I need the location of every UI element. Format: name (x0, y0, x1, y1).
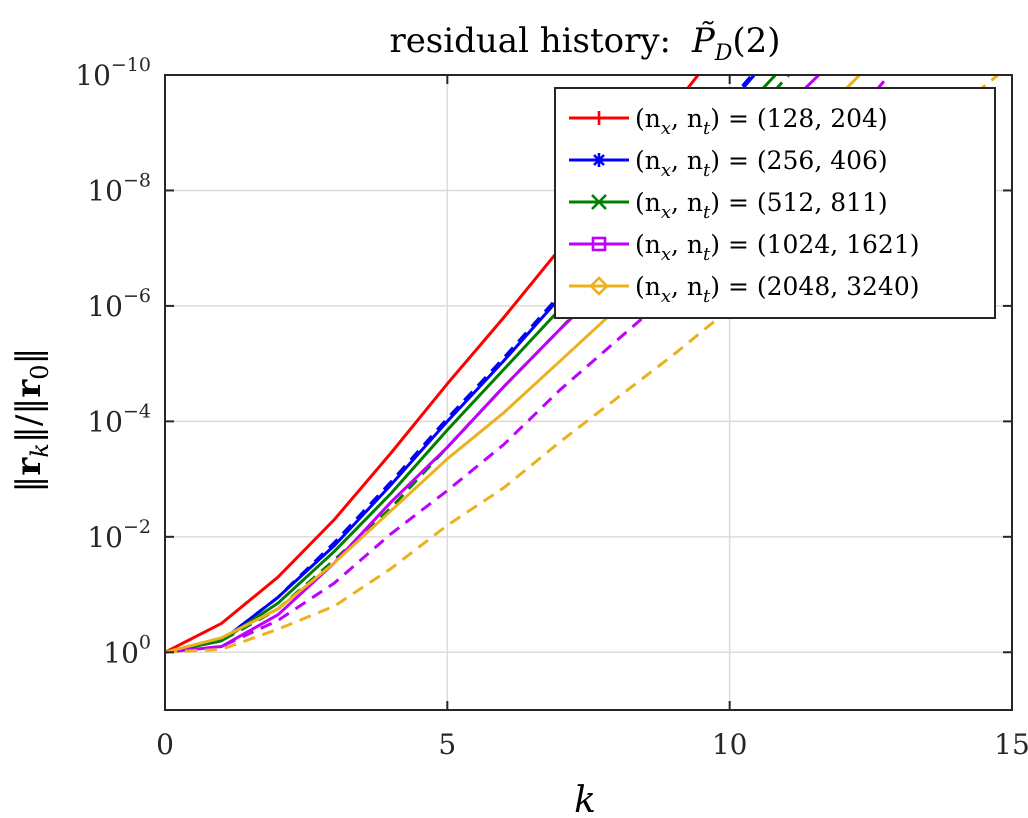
y-tick-label: 10−8 (87, 169, 151, 207)
legend-label: (nx, nt) = (512, 811) (635, 188, 888, 223)
data-point (589, 276, 609, 296)
x-tick-label: 10 (712, 728, 748, 761)
y-tick-label: 10−6 (87, 285, 151, 323)
chart-title: residual history: P̃D(2) (389, 21, 780, 66)
title-preconditioner-symbol: P̃ (691, 21, 716, 61)
legend-label: (nx, nt) = (1024, 1621) (635, 230, 920, 265)
data-point (591, 236, 607, 252)
legend-entry: (nx, nt) = (256, 406) (569, 146, 888, 181)
legend-label: (nx, nt) = (256, 406) (635, 146, 888, 181)
x-tick-label: 5 (438, 728, 456, 761)
legend-entry: (nx, nt) = (1024, 1621) (569, 230, 920, 265)
data-point (592, 111, 606, 125)
y-tick-label: 10−2 (87, 516, 151, 554)
y-tick-label: 100 (103, 631, 151, 669)
data-point (592, 153, 606, 167)
legend: (nx, nt) = (128, 204) (nx, nt) = (256, 40… (554, 87, 996, 319)
legend-entry: (nx, nt) = (512, 811) (569, 188, 888, 223)
tick-labels: 0 5 10 15 100 10−2 10−4 10−6 10−8 10−10 (75, 54, 1028, 761)
x-axis-label: k (574, 780, 596, 818)
axes-frame (164, 74, 1013, 711)
x-tick-label: 15 (994, 728, 1028, 761)
y-axis-label: ‖rk‖/‖r0‖ (9, 347, 54, 492)
y-tick-label: 10−10 (75, 54, 151, 92)
legend-label: (nx, nt) = (2048, 3240) (635, 272, 920, 307)
axes-box (164, 74, 1013, 711)
legend-entry: (nx, nt) = (2048, 3240) (569, 272, 920, 307)
legend-label: (nx, nt) = (128, 204) (635, 104, 888, 139)
data-point (591, 194, 607, 210)
y-tick-label: 10−4 (87, 400, 151, 438)
series-line-dashed (165, 75, 892, 654)
svg-text:‖rk‖/‖r0‖: ‖rk‖/‖r0‖ (9, 347, 54, 492)
legend-entry: (nx, nt) = (128, 204) (569, 104, 888, 139)
x-tick-label: 0 (156, 728, 174, 761)
